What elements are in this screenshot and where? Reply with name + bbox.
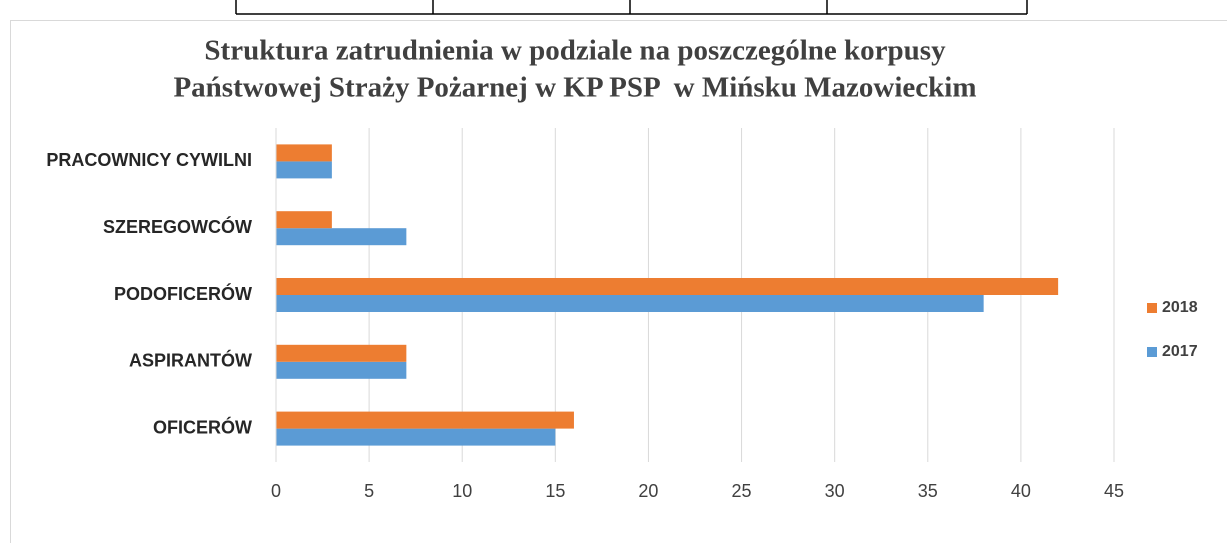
y-tick-label: PRACOWNICY CYWILNI [46,150,252,170]
legend-label: 2018 [1162,299,1198,316]
bar [276,412,574,429]
y-tick-label: OFICERÓW [153,416,252,437]
bar [276,144,332,161]
x-tick-label: 30 [825,481,845,501]
x-tick-label: 0 [271,481,281,501]
y-tick-label: ASPIRANTÓW [129,350,252,371]
x-tick-label: 40 [1011,481,1031,501]
bar [276,228,406,245]
bar [276,161,332,178]
chart-title: Struktura zatrudnienia w podziale na pos… [204,35,946,67]
x-tick-label: 10 [452,481,472,501]
x-tick-label: 25 [732,481,752,501]
x-tick-label: 15 [545,481,565,501]
x-tick-label: 35 [918,481,938,501]
y-tick-label: SZEREGOWCÓW [103,216,252,237]
x-tick-label: 5 [364,481,374,501]
bar [276,295,984,312]
bar [276,211,332,228]
bar [276,278,1058,295]
chart-title: Państwowej Straży Pożarnej w KP PSP w Mi… [173,72,976,104]
legend-swatch [1147,347,1157,357]
legend-swatch [1147,303,1157,313]
bar [276,429,555,446]
y-tick-label: PODOFICERÓW [114,283,252,304]
bar [276,345,406,362]
legend-label: 2017 [1162,343,1198,360]
bar [276,362,406,379]
x-tick-label: 20 [638,481,658,501]
x-tick-label: 45 [1104,481,1124,501]
table-fragment [236,0,1027,14]
